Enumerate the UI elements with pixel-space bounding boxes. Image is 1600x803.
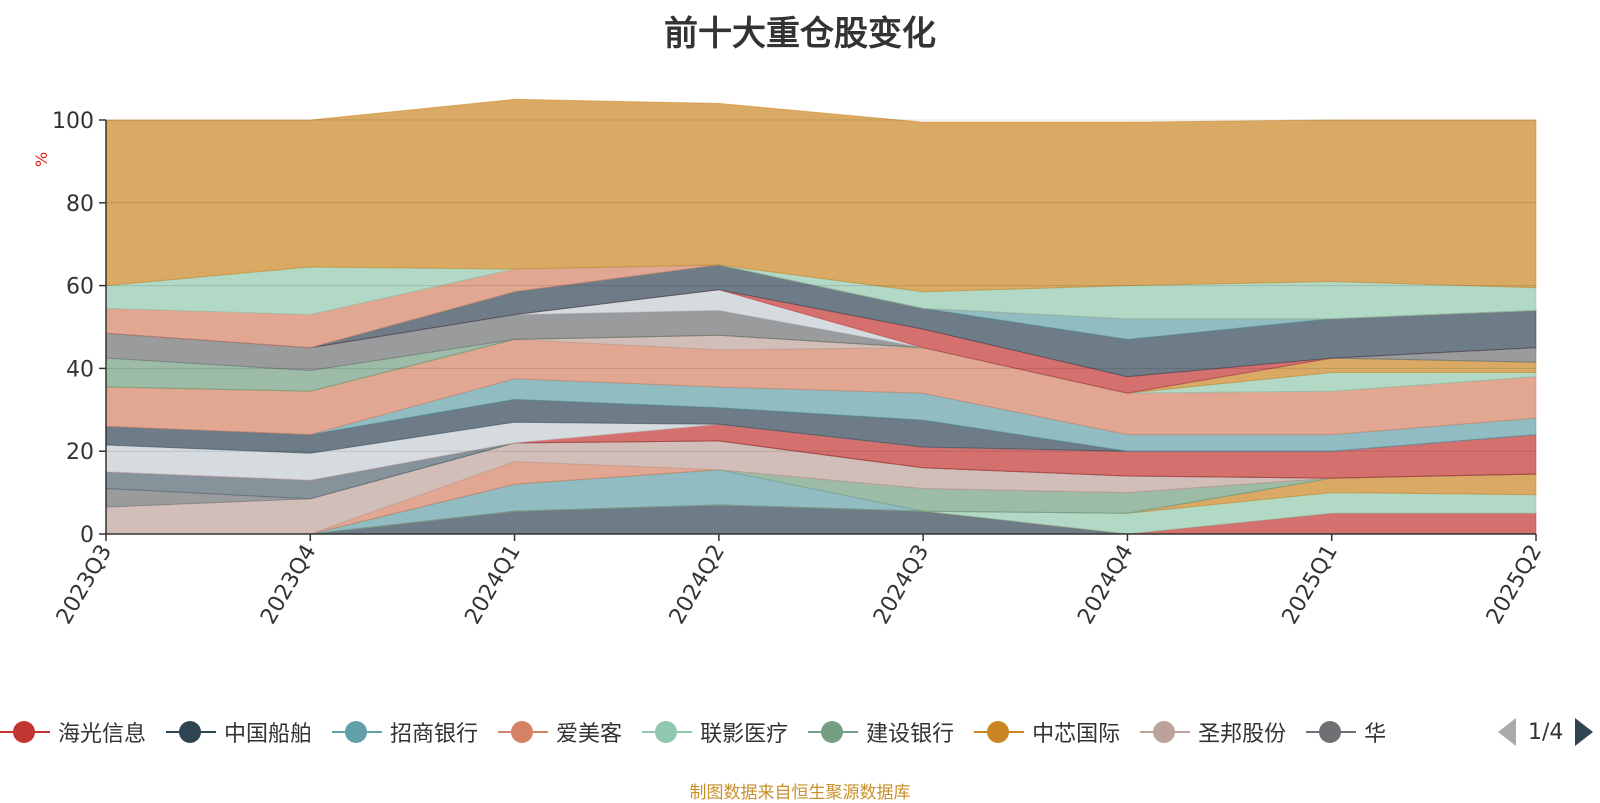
area-series-group	[105, 98, 1537, 535]
y-tick-label: 60	[66, 275, 94, 300]
legend-marker-icon	[808, 720, 859, 744]
legend-label: 华	[1364, 722, 1387, 747]
x-tick-label: 2023Q4	[256, 541, 321, 629]
legend-label: 爱美客	[556, 722, 623, 747]
legend-marker-icon	[974, 720, 1025, 744]
y-tick-label: 20	[66, 440, 94, 465]
x-tick-label: 2024Q3	[869, 541, 934, 629]
legend-label: 中国船舶	[224, 722, 313, 747]
legend-marker-icon	[0, 720, 50, 744]
legend-marker-icon	[1140, 720, 1191, 744]
x-tick-label: 2024Q2	[665, 541, 730, 629]
y-tick-label: 100	[52, 109, 94, 134]
legend-pager: 1/4	[1498, 712, 1594, 752]
x-tick-label: 2025Q2	[1482, 541, 1547, 629]
legend-marker-icon	[166, 720, 217, 744]
legend-item[interactable]: 招商银行	[332, 712, 478, 752]
x-tick-label: 2025Q1	[1278, 541, 1343, 629]
x-tick-label: 2023Q3	[52, 541, 117, 629]
legend-prev-page-button[interactable]	[1498, 718, 1516, 746]
legend-marker-icon	[1306, 720, 1357, 744]
legend-label: 中芯国际	[1032, 722, 1121, 747]
x-tick-label: 2024Q4	[1073, 541, 1138, 629]
chart-title: 前十大重仓股变化	[664, 14, 936, 54]
legend-label: 建设银行	[866, 722, 955, 747]
legend-item[interactable]: 华	[1306, 712, 1386, 752]
legend-next-page-button[interactable]	[1575, 718, 1594, 746]
stacked-area-chart: 0 20 40 60 80 100 2023Q3 2023Q4 2024Q1 2024Q2 2024…	[52, 98, 1547, 629]
legend-label: 联影医疗	[700, 722, 789, 747]
legend-page-indicator: 1/4	[1528, 719, 1564, 745]
legend-item[interactable]: 海光信息	[0, 712, 146, 752]
legend: 海光信息 中国船舶 招商银行 爱美客 联影医疗 建设银行 中芯国际 圣邦股份 华	[0, 712, 1480, 752]
legend-marker-icon	[498, 720, 549, 744]
y-tick-label: 40	[66, 357, 94, 382]
y-tick-label: 0	[80, 523, 94, 548]
legend-item[interactable]: 中国船舶	[166, 712, 312, 752]
legend-label: 海光信息	[58, 722, 147, 747]
y-tick-label: 80	[66, 192, 94, 217]
area-series-stock-27[interactable]	[105, 98, 1537, 293]
legend-item[interactable]: 圣邦股份	[1140, 712, 1286, 752]
x-tick-label: 2024Q1	[460, 541, 525, 629]
legend-marker-icon	[332, 720, 383, 744]
legend-item[interactable]: 联影医疗	[642, 712, 788, 752]
legend-label: 圣邦股份	[1198, 722, 1287, 747]
legend-label: 招商银行	[390, 722, 479, 747]
legend-marker-icon	[642, 720, 693, 744]
data-source-note: 制图数据来自恒生聚源数据库	[689, 783, 911, 803]
legend-item[interactable]: 爱美客	[498, 712, 622, 752]
legend-item[interactable]: 中芯国际	[974, 712, 1120, 752]
legend-item[interactable]: 建设银行	[808, 712, 954, 752]
